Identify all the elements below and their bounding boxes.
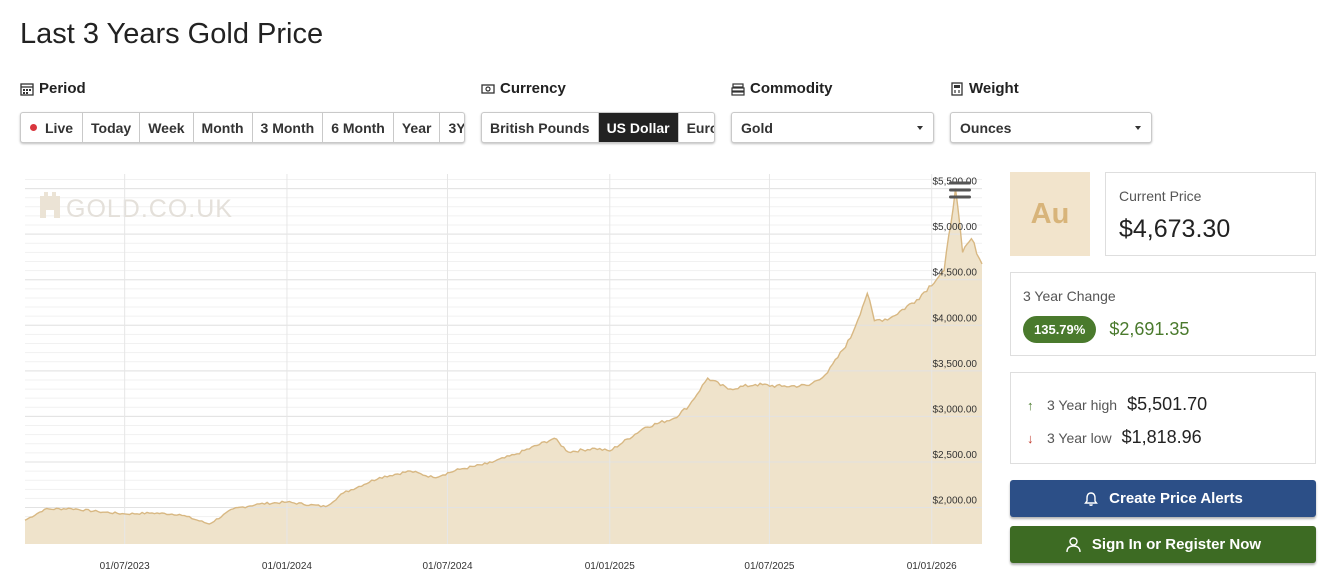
x-tick-label: 01/01/2026 (907, 561, 957, 572)
live-dot-icon (30, 124, 37, 131)
price-line (24, 188, 983, 525)
currency-usd-button[interactable]: US Dollar (597, 113, 678, 142)
y-tick-label: $3,000.00 (933, 404, 978, 415)
caret-down-icon (917, 125, 923, 130)
change-percent-badge: 135.79% (1023, 316, 1097, 343)
period-label-text: Period (39, 80, 86, 97)
weight-select[interactable]: Ounces (950, 112, 1152, 143)
sign-in-register-label: Sign In or Register Now (1091, 536, 1262, 553)
high-label: 3 Year high (1047, 397, 1118, 413)
currency-label-text: Currency (500, 80, 566, 97)
user-icon (1066, 537, 1081, 553)
high-low-card: ↑ 3 Year high $5,501.70 ↓ 3 Year low $1,… (1010, 372, 1316, 464)
watermark: GOLD.CO.UK (40, 192, 233, 223)
current-price-value: $4,673.30 (1119, 215, 1231, 243)
gold-bars-icon (731, 82, 745, 96)
chart-menu-icon[interactable] (949, 181, 971, 199)
commodity-label-text: Commodity (750, 80, 833, 97)
scale-icon (951, 81, 963, 96)
page-title: Last 3 Years Gold Price (20, 18, 324, 50)
menu-bar (949, 188, 971, 192)
castle-logo-icon (40, 192, 60, 218)
change-row: 135.79% $2,691.35 (1023, 316, 1189, 343)
period-live-button[interactable]: Live (21, 113, 82, 142)
change-amount: $2,691.35 (1109, 319, 1190, 339)
x-tick-label: 01/01/2024 (262, 561, 312, 572)
high-value: $5,501.70 (1127, 394, 1208, 414)
y-tick-label: $4,000.00 (933, 313, 978, 324)
watermark-text: GOLD.CO.UK (66, 195, 233, 223)
create-price-alerts-button[interactable]: Create Price Alerts (1010, 480, 1316, 517)
currency-eur-button[interactable]: Euro (677, 113, 714, 142)
y-tick-label: $3,500.00 (933, 359, 978, 370)
y-tick-label: $5,000.00 (933, 222, 978, 233)
menu-bar (949, 181, 971, 185)
period-month-button[interactable]: Month (192, 113, 252, 142)
weight-value: Ounces (960, 119, 1012, 136)
banknote-icon (481, 83, 495, 94)
arrow-down-icon: ↓ (1027, 431, 1034, 446)
create-price-alerts-label: Create Price Alerts (1109, 490, 1243, 507)
weight-label-text: Weight (969, 80, 1019, 97)
calendar-icon (20, 82, 34, 96)
y-tick-label: $2,000.00 (933, 496, 978, 507)
x-tick-label: 01/07/2025 (744, 561, 794, 572)
period-3y-dropdown[interactable]: 3Y (439, 113, 464, 142)
menu-bar (949, 195, 971, 199)
high-row: ↑ 3 Year high $5,501.70 (1027, 394, 1207, 415)
low-label: 3 Year low (1047, 430, 1112, 446)
currency-selector: British Pounds US Dollar Euro (481, 112, 715, 143)
x-tick-label: 01/07/2024 (422, 561, 472, 572)
period-3month-button[interactable]: 3 Month (251, 113, 323, 142)
change-label: 3 Year Change (1023, 288, 1116, 304)
commodity-value: Gold (741, 119, 773, 136)
currency-label: Currency (481, 80, 566, 97)
currency-gbp-button[interactable]: British Pounds (490, 119, 590, 136)
current-price-card: Current Price $4,673.30 (1105, 172, 1316, 256)
low-row: ↓ 3 Year low $1,818.96 (1027, 427, 1202, 448)
commodity-select[interactable]: Gold (731, 112, 934, 143)
current-price-label: Current Price (1119, 188, 1202, 204)
caret-down-icon (1135, 125, 1141, 130)
low-value: $1,818.96 (1121, 427, 1202, 447)
period-6month-button[interactable]: 6 Month (322, 113, 393, 142)
period-label: Period (20, 80, 86, 97)
period-year-button[interactable]: Year (392, 113, 440, 142)
period-today-button[interactable]: Today (82, 113, 139, 142)
arrow-up-icon: ↑ (1027, 398, 1034, 413)
bell-icon (1084, 491, 1099, 506)
gold-price-chart[interactable]: GOLD.CO.UK $2,000.00 $2,500.00 $3,000.00 $3,… (20, 170, 990, 578)
gold-symbol-tile: Au (1010, 172, 1090, 256)
change-card: 3 Year Change 135.79% $2,691.35 (1010, 272, 1316, 356)
price-area-fill (25, 188, 982, 544)
sign-in-register-button[interactable]: Sign In or Register Now (1010, 526, 1316, 563)
period-week-button[interactable]: Week (139, 113, 192, 142)
x-tick-label: 01/01/2025 (585, 561, 635, 572)
commodity-label: Commodity (731, 80, 833, 97)
x-tick-label: 01/07/2023 (100, 561, 150, 572)
period-selector: Live Today Week Month 3 Month 6 Month Ye… (20, 112, 465, 143)
y-tick-label: $2,500.00 (933, 450, 978, 461)
weight-label: Weight (950, 80, 1019, 97)
y-tick-label: $4,500.00 (933, 268, 978, 279)
